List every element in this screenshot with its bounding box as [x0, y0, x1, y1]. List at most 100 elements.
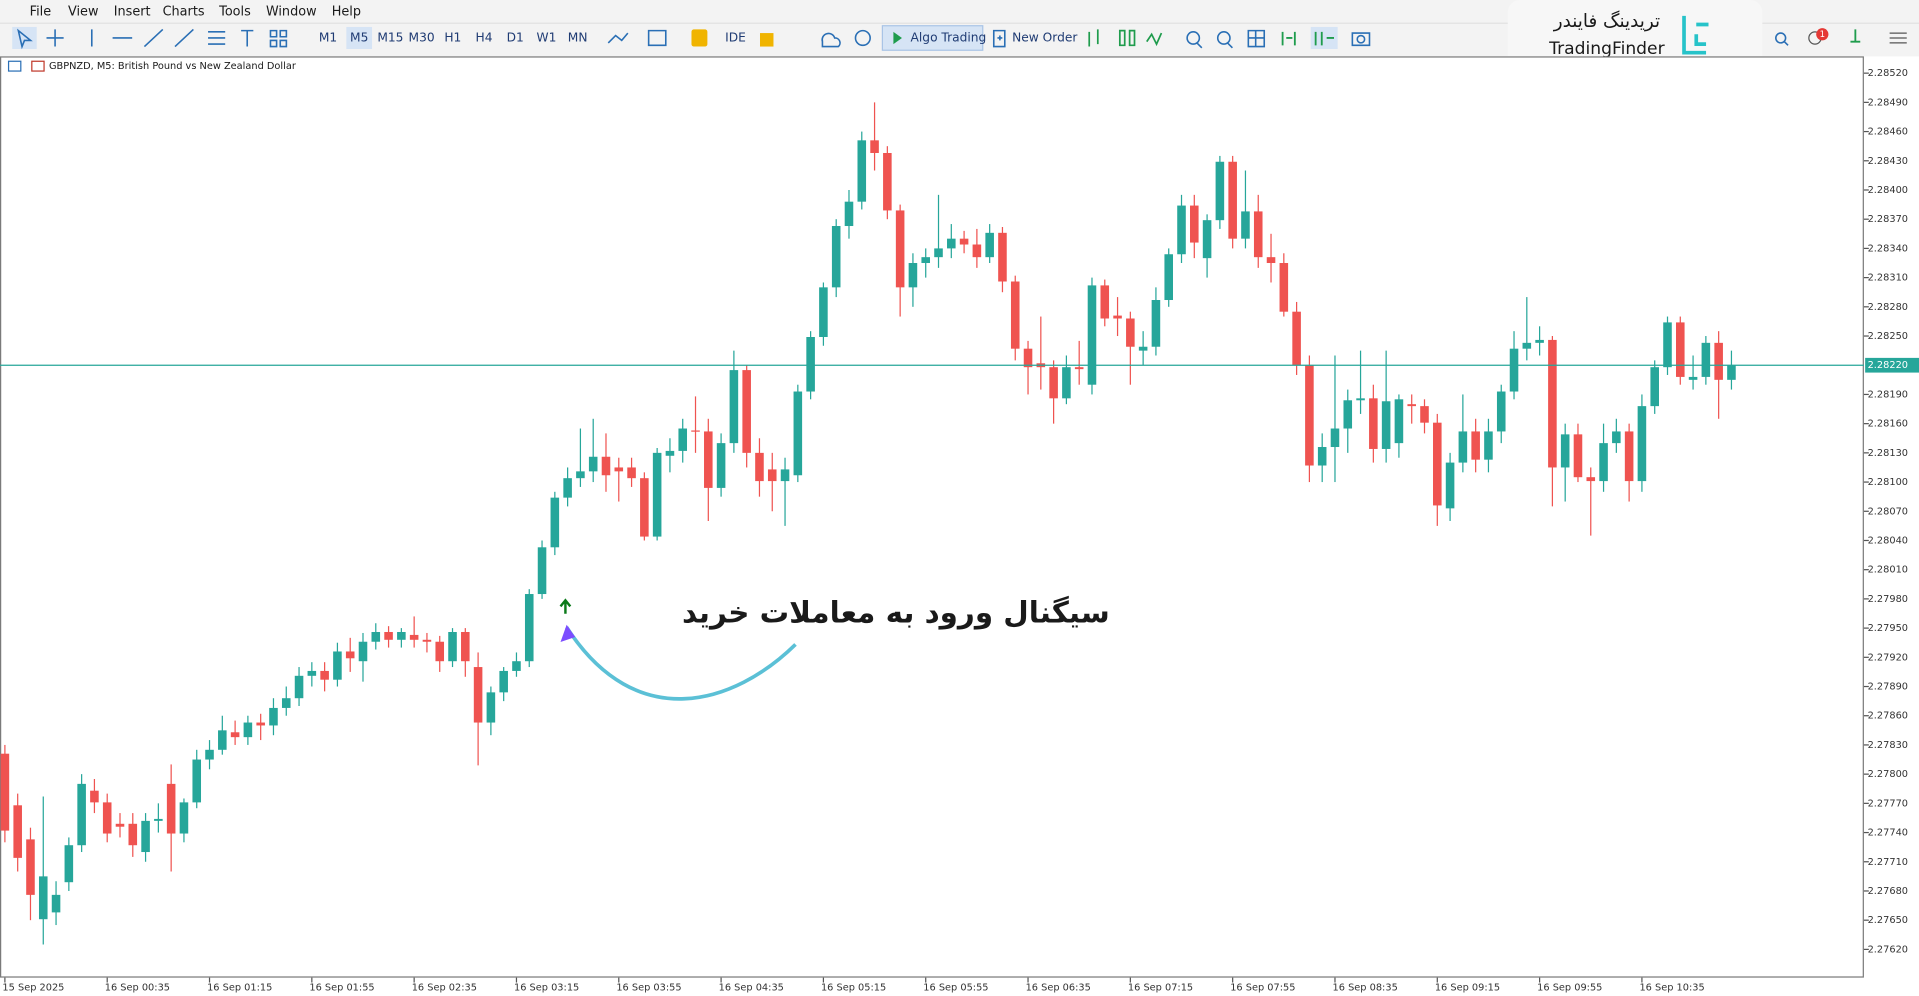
candle-body: [1343, 400, 1353, 429]
cursor-tool[interactable]: [12, 26, 37, 50]
autoscroll-icon: [1314, 31, 1334, 46]
menu-item[interactable]: View: [68, 5, 98, 20]
indicator-tools[interactable]: [607, 29, 667, 47]
candle-body: [1637, 406, 1647, 482]
candle-body: [1484, 431, 1493, 460]
candle-body: [320, 670, 329, 680]
candle-body: [793, 391, 803, 476]
candle-body: [1164, 254, 1174, 301]
candle-body: [998, 232, 1007, 282]
candle-body: [1228, 161, 1237, 239]
candle-body: [806, 337, 815, 392]
draw-tools[interactable]: [143, 28, 254, 48]
candle-body: [524, 594, 534, 662]
logo-persian: تریدینگ فایندر: [1553, 10, 1660, 32]
timeframe-button[interactable]: D1: [507, 30, 524, 44]
zoom-icons[interactable]: [1186, 29, 1266, 49]
cloud-icons[interactable]: [821, 29, 871, 48]
candle-body: [13, 805, 22, 858]
candle-body: [1688, 376, 1698, 380]
x-tick-label: 16 Sep 10:35: [1639, 982, 1704, 993]
x-tick-label: 16 Sep 03:55: [616, 982, 681, 993]
candle-body: [985, 232, 994, 258]
timeframe-button[interactable]: M15: [377, 30, 403, 44]
candle-body: [921, 257, 931, 264]
timeframe-button[interactable]: M30: [409, 30, 435, 44]
candle-body: [166, 783, 176, 834]
algo-icon: [893, 31, 902, 45]
menu-item[interactable]: Help: [332, 5, 361, 20]
candle-body: [1266, 257, 1276, 264]
y-tick-label: 2.28100: [1868, 477, 1908, 488]
menu-bar: File View Insert Charts Tools Window Help: [30, 5, 361, 20]
autoscroll-bg[interactable]: [1310, 26, 1338, 50]
new-order-icon[interactable]: [992, 29, 1006, 48]
candle-body: [38, 876, 48, 920]
candle-body: [1407, 404, 1416, 407]
candle-body: [461, 631, 470, 662]
crosshair-tool[interactable]: [46, 29, 64, 47]
candle-body: [77, 783, 86, 846]
x-tick-label: 16 Sep 07:55: [1230, 982, 1295, 993]
candle-body: [1023, 348, 1033, 368]
search-icon[interactable]: [1775, 32, 1789, 46]
x-tick-label: 16 Sep 09:55: [1537, 982, 1602, 993]
candle-body: [883, 152, 892, 211]
candle-body: [678, 428, 688, 451]
timeframe-button[interactable]: H1: [444, 30, 461, 44]
timeframe-button[interactable]: M5: [350, 30, 368, 44]
y-tick-label: 2.28340: [1868, 243, 1908, 254]
y-tick-label: 2.28460: [1868, 127, 1908, 138]
y-tick-label: 2.27890: [1868, 682, 1908, 693]
candle-body: [614, 467, 624, 472]
y-tick-label: 2.27920: [1868, 652, 1908, 663]
candle-body: [1663, 322, 1672, 368]
timeframe-button[interactable]: H4: [476, 30, 493, 44]
candle-body: [486, 692, 496, 723]
x-tick-label: 16 Sep 09:15: [1435, 982, 1500, 993]
timeframe-button[interactable]: M1: [319, 30, 337, 44]
candle-body: [1356, 398, 1365, 401]
candle-body: [26, 839, 35, 895]
menu-item[interactable]: Insert: [114, 5, 151, 20]
x-tick-label: 16 Sep 02:35: [412, 982, 477, 993]
chart-type-icons[interactable]: [1088, 29, 1163, 47]
arrow-head: [560, 624, 576, 642]
y-tick-label: 2.28010: [1868, 565, 1908, 576]
candle-body: [1126, 318, 1135, 347]
candle-body: [729, 370, 739, 444]
algo-trading-label[interactable]: Algo Trading: [911, 30, 987, 44]
menu-item[interactable]: Charts: [163, 5, 205, 20]
candle-body: [742, 370, 751, 453]
hamburger-icon[interactable]: [1889, 32, 1907, 44]
candle-body: [947, 238, 956, 249]
y-tick-label: 2.28490: [1868, 97, 1908, 108]
buy-signal-arrow: [559, 598, 572, 614]
lock-icon[interactable]: [760, 33, 774, 47]
new-order-label[interactable]: New Order: [1012, 30, 1078, 44]
x-tick-label: 16 Sep 00:35: [105, 982, 170, 993]
candle-body: [448, 631, 457, 662]
market-icon[interactable]: [691, 29, 708, 47]
candle-body: [256, 722, 265, 726]
menu-item[interactable]: Tools: [218, 5, 251, 20]
screenshot-icon[interactable]: [1351, 32, 1371, 47]
candle-body: [857, 140, 867, 202]
scroll-icon[interactable]: [1281, 31, 1296, 46]
candle-body: [243, 722, 253, 738]
candle-body: [1548, 339, 1557, 468]
candle-body: [1496, 391, 1506, 432]
timeframe-button[interactable]: W1: [537, 30, 557, 44]
line-tools[interactable]: [90, 29, 133, 47]
candle-body: [640, 478, 649, 537]
timeframe-button[interactable]: MN: [568, 30, 588, 44]
menu-item[interactable]: File: [30, 5, 52, 20]
candle-body: [205, 749, 214, 760]
candle-body: [588, 456, 598, 472]
ide-button[interactable]: IDE: [725, 30, 746, 44]
shapes-tool[interactable]: [269, 29, 288, 48]
menu-item[interactable]: Window: [266, 5, 317, 20]
signal-icon[interactable]: [1850, 29, 1861, 43]
candle-body: [755, 452, 764, 482]
